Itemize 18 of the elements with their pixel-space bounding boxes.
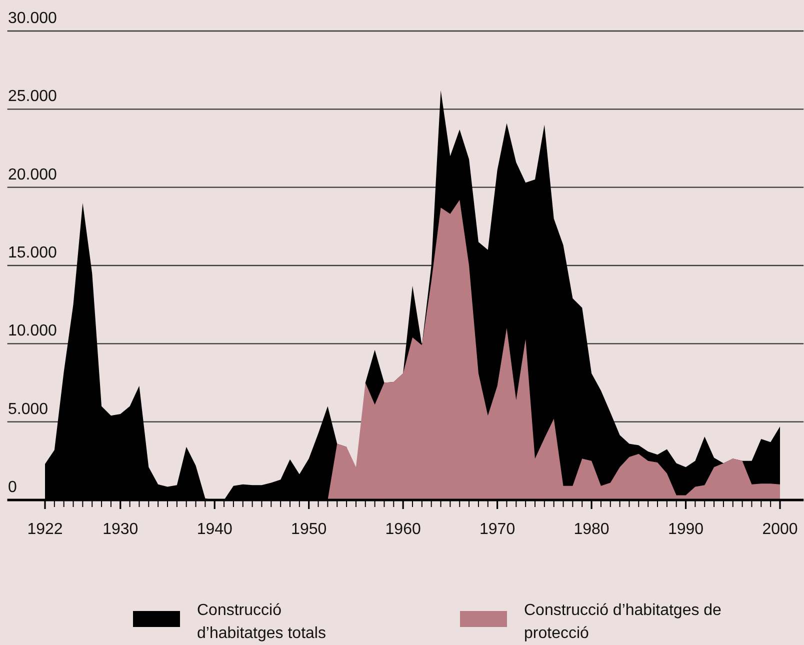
y-tick-label: 20.000 [8, 166, 58, 184]
y-tick-label: 5.000 [8, 400, 48, 418]
x-tick-label: 1922 [27, 521, 63, 538]
x-tick-label: 1930 [102, 521, 138, 538]
legend-label: Construcció d’habitatges totals [197, 602, 326, 642]
x-tick-label: 1950 [291, 521, 327, 538]
x-tick-label: 1990 [668, 521, 704, 538]
y-tick-label: 25.000 [8, 88, 58, 106]
y-tick-label: 10.000 [8, 322, 58, 340]
x-tick-label: 1940 [196, 521, 233, 538]
x-tick-label: 2000 [762, 521, 798, 538]
x-tick-label: 1980 [574, 521, 610, 538]
y-tick-label: 0 [8, 479, 17, 496]
x-tick-label: 1970 [480, 521, 516, 538]
y-tick-label: 30.000 [8, 10, 58, 27]
x-tick-label: 1960 [385, 521, 421, 538]
y-tick-label: 15.000 [8, 244, 58, 262]
legend-label: Construcció d’habitatges de protecció [524, 602, 722, 642]
